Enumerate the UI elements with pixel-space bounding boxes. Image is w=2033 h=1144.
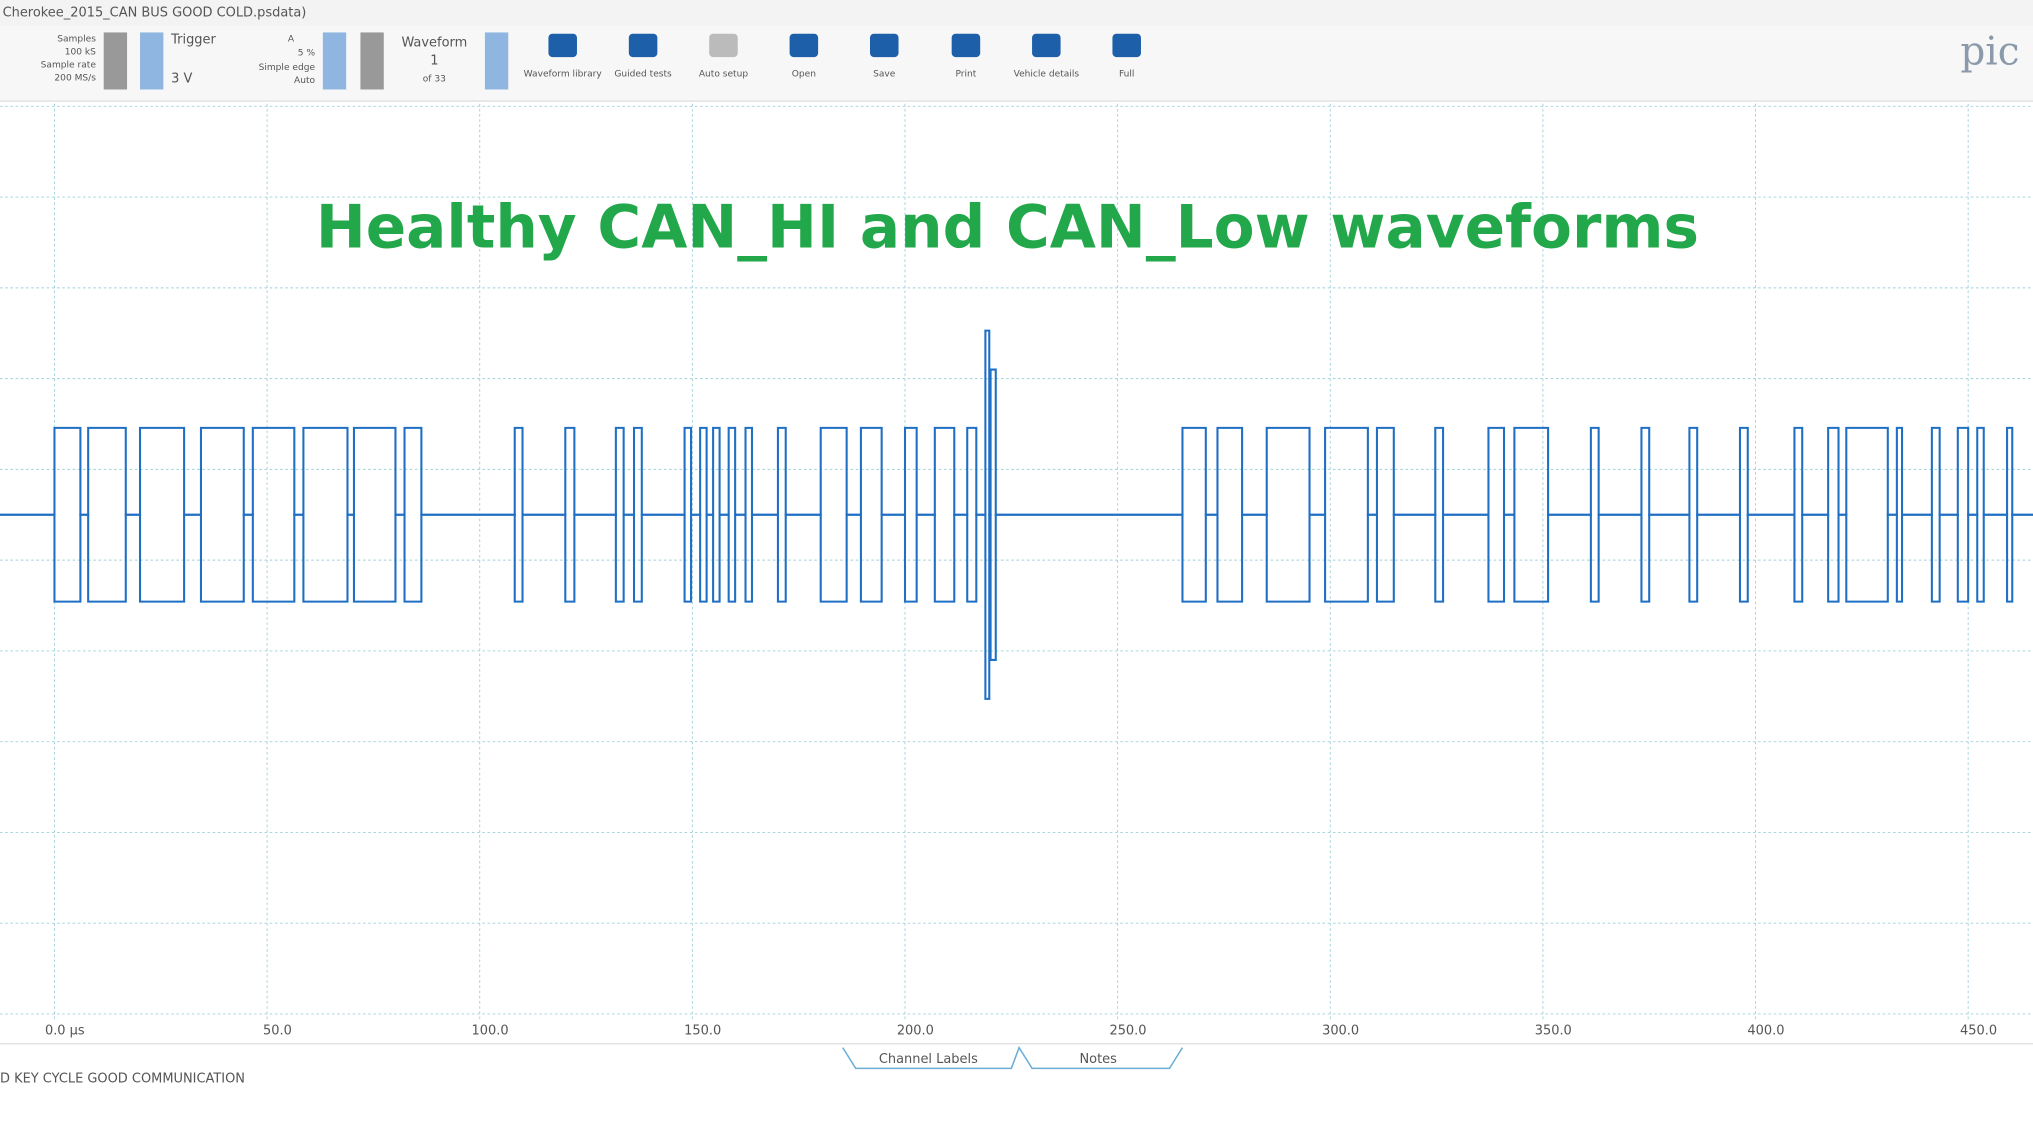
can-hi-trace bbox=[0, 329, 2033, 516]
tab[interactable]: Notes bbox=[1079, 1052, 1117, 1067]
waveform-index: 1 bbox=[430, 53, 438, 68]
button-label: Open bbox=[792, 69, 816, 79]
plus-button[interactable] bbox=[484, 32, 509, 90]
x-tick-label: 150.0 bbox=[684, 1023, 721, 1038]
trigger-type: Simple edge bbox=[259, 63, 316, 73]
waveform-count: of 33 bbox=[423, 75, 446, 85]
status-text: D KEY CYCLE GOOD COMMUNICATION bbox=[0, 1071, 245, 1086]
can-lo-trace bbox=[0, 513, 2033, 700]
minus-button[interactable] bbox=[140, 32, 164, 90]
x-tick-label: 100.0 bbox=[472, 1023, 509, 1038]
button-label: Print bbox=[956, 69, 977, 79]
samples: 100 kS bbox=[65, 47, 96, 57]
button-icon bbox=[1112, 33, 1141, 58]
x-tick-label: 200.0 bbox=[897, 1023, 934, 1038]
toolbar-button[interactable]: Waveform library bbox=[524, 33, 603, 80]
minus-button[interactable] bbox=[360, 32, 384, 90]
button-icon bbox=[709, 33, 738, 58]
button-label: Save bbox=[873, 69, 896, 79]
toolbar-button[interactable]: Open bbox=[789, 33, 819, 80]
waveform-label: Waveform bbox=[401, 35, 467, 50]
trigger-level: 3 V bbox=[171, 72, 192, 87]
toolbar-button[interactable]: Auto setup bbox=[699, 33, 749, 80]
button-icon bbox=[869, 33, 899, 58]
x-tick-label: 50.0 bbox=[263, 1023, 292, 1038]
plus-button[interactable] bbox=[103, 32, 128, 90]
rate: 200 MS/s bbox=[54, 73, 96, 83]
trigger-channel: A bbox=[288, 34, 295, 44]
trigger-label: Trigger bbox=[170, 33, 216, 48]
tab[interactable]: Channel Labels bbox=[879, 1052, 978, 1067]
button-label: Full bbox=[1119, 69, 1135, 79]
toolbar-button[interactable]: Print bbox=[951, 33, 981, 80]
button-icon bbox=[1032, 33, 1061, 58]
toolbar-button[interactable]: Full bbox=[1112, 33, 1141, 80]
window-title: Cherokee_2015_CAN BUS GOOD COLD.psdata) bbox=[3, 5, 307, 20]
x-tick-label: 300.0 bbox=[1322, 1023, 1359, 1038]
button-icon bbox=[628, 33, 658, 58]
toolbar-button[interactable]: Save bbox=[869, 33, 899, 80]
samples-label: Samples bbox=[57, 34, 96, 44]
trigger-mode: Auto bbox=[294, 76, 315, 86]
trigger-pre: 5 % bbox=[298, 49, 316, 59]
x-tick-label: 350.0 bbox=[1535, 1023, 1572, 1038]
tab-strip bbox=[842, 1045, 1184, 1070]
button-label: Auto setup bbox=[699, 69, 749, 79]
button-label: Vehicle details bbox=[1014, 69, 1080, 79]
title-bar bbox=[0, 0, 2033, 26]
button-label: Guided tests bbox=[614, 69, 672, 79]
button-icon bbox=[951, 33, 981, 58]
button-icon bbox=[789, 33, 819, 58]
annotation: Healthy CAN_HI and CAN_Low waveforms bbox=[316, 193, 1699, 262]
x-tick-label: 400.0 bbox=[1747, 1023, 1784, 1038]
waveforms bbox=[0, 329, 2033, 700]
x-axis: 0.0 µs 50.0 100.0 150.0 200.0 250.0 300.0 350.0… bbox=[45, 1023, 1997, 1038]
x-tick-label: 0.0 µs bbox=[45, 1023, 85, 1038]
toolbar-button[interactable]: Guided tests bbox=[614, 33, 672, 80]
logo: pic bbox=[1960, 29, 2019, 74]
button-label: Waveform library bbox=[524, 69, 603, 79]
x-tick-label: 450.0 bbox=[1960, 1023, 1997, 1038]
toolbar-button[interactable]: Vehicle details bbox=[1014, 33, 1080, 80]
x-tick-label: 250.0 bbox=[1109, 1023, 1146, 1038]
toolbar-buttons: Waveform library Guided tests Auto setup Op… bbox=[524, 33, 1141, 80]
plus-button[interactable] bbox=[322, 32, 347, 90]
rate-label: Sample rate bbox=[41, 60, 97, 70]
button-icon bbox=[548, 33, 577, 58]
